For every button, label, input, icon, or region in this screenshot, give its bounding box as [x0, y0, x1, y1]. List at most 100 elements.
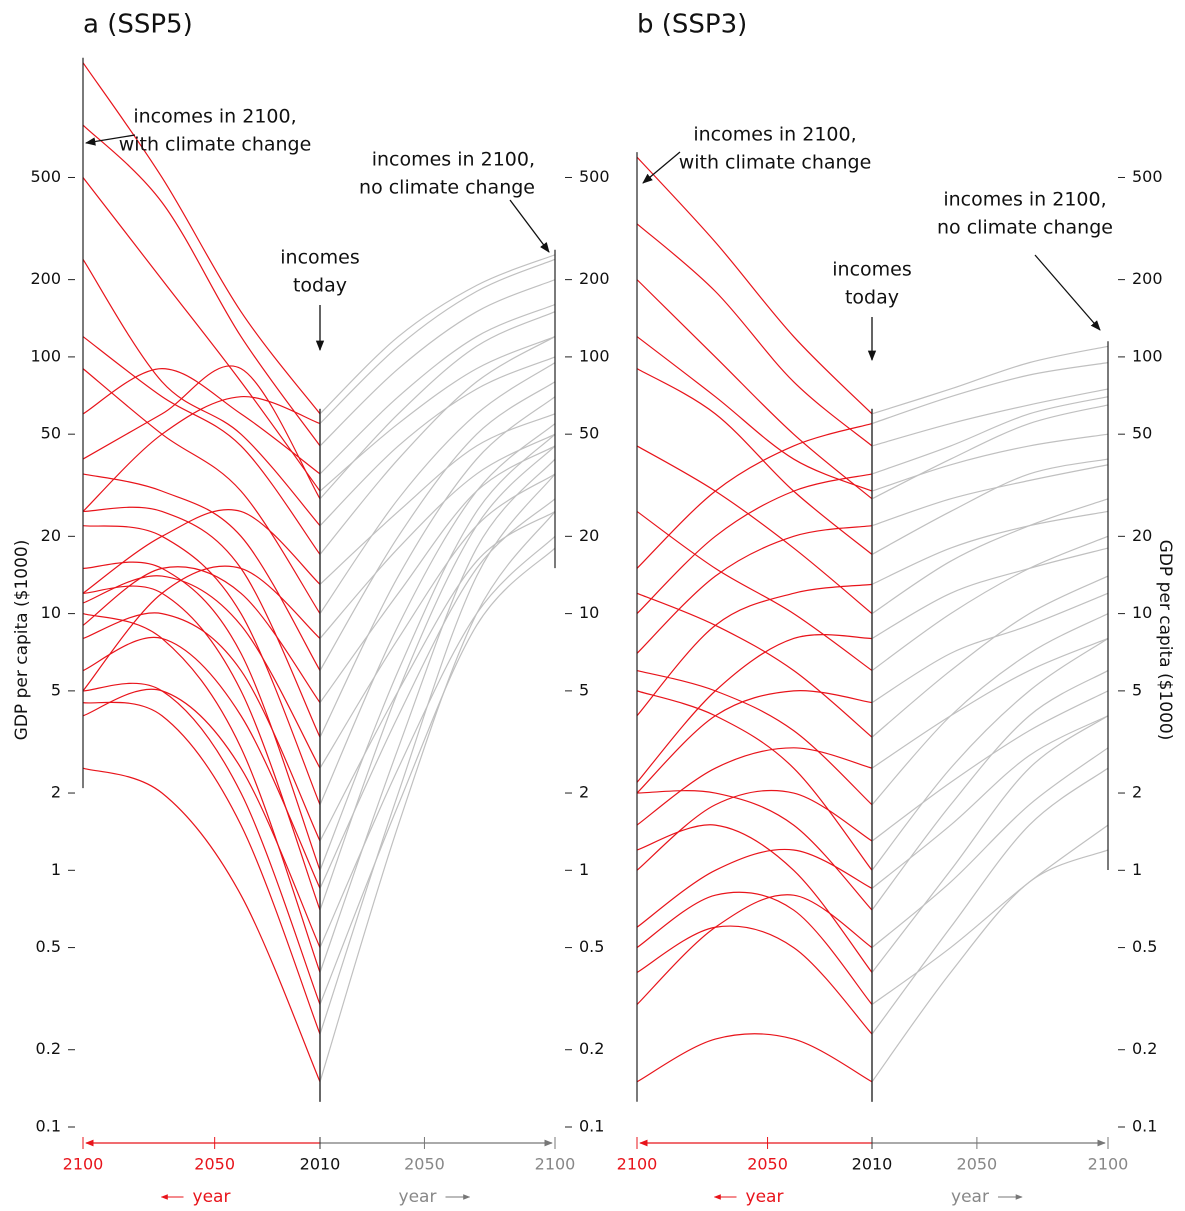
y-tick-label: 0.2 [579, 1039, 604, 1058]
y-tick-label: 500 [579, 167, 610, 186]
y-tick-label: 100 [1132, 346, 1163, 365]
income-curve [82, 62, 321, 415]
income-curve [82, 688, 321, 948]
y-axis-label: GDP per capita ($1000) [1155, 540, 1175, 741]
income-curve [319, 547, 556, 1005]
y-tick-label: 10 [579, 603, 599, 622]
income-curve [636, 790, 873, 911]
y-tick-label: 2 [579, 783, 589, 802]
x-tick-label: 2050 [957, 1155, 998, 1174]
income-curve [871, 362, 1109, 425]
income-curve [871, 613, 1109, 806]
y-tick-label: 500 [30, 167, 61, 186]
income-curve [871, 458, 1109, 555]
income-curve [871, 404, 1109, 500]
income-curve [871, 388, 1109, 447]
income-curve [636, 510, 873, 672]
income-curve [82, 506, 321, 738]
income-curve [636, 824, 873, 973]
panel-title: a (SSP5) [83, 10, 193, 40]
income-curve [82, 701, 321, 1035]
annotation: with climate change [119, 134, 312, 156]
x-axis-label: year [399, 1187, 437, 1207]
income-curve [871, 670, 1109, 911]
income-curve [319, 279, 556, 447]
x-axis-label: year [193, 1187, 231, 1207]
income-curve [636, 592, 873, 738]
income-curve [636, 669, 873, 806]
income-curve [636, 156, 873, 415]
income-curve [319, 535, 556, 948]
income-curve [871, 547, 1109, 639]
y-axis-label: GDP per capita ($1000) [12, 540, 32, 741]
y-tick-label: 20 [579, 526, 599, 545]
income-curve [636, 690, 873, 794]
income-curve [636, 473, 873, 615]
income-curve [82, 566, 321, 703]
annotation: incomes [280, 247, 360, 269]
y-tick-label: 50 [579, 424, 599, 443]
x-tick-label: 2100 [63, 1155, 104, 1174]
annotation: incomes in 2100, [372, 149, 535, 171]
income-curve [82, 124, 321, 447]
y-tick-label: 5 [579, 680, 589, 699]
y-tick-label: 1 [579, 860, 589, 879]
y-tick-label: 2 [51, 783, 61, 802]
annotation: today [293, 275, 347, 297]
income-curve [871, 747, 1109, 949]
income-curve [319, 423, 556, 806]
income-curve [871, 535, 1109, 672]
y-tick-label: 200 [30, 269, 61, 288]
annotation-arrow [1034, 254, 1101, 331]
income-curve [871, 575, 1109, 738]
panel-title: b (SSP3) [637, 10, 747, 40]
income-curve [319, 258, 556, 424]
y-tick-label: 500 [1132, 167, 1163, 186]
income-curve [82, 365, 321, 500]
x-tick-label: 2050 [747, 1155, 788, 1174]
y-tick-label: 100 [30, 346, 61, 365]
income-curve [319, 433, 556, 639]
income-curve [82, 565, 321, 692]
income-curve [82, 636, 321, 889]
x-tick-label: 2050 [194, 1155, 235, 1174]
income-curve [636, 279, 873, 500]
y-tick-label: 100 [579, 346, 610, 365]
x-tick-label: 2050 [404, 1155, 445, 1174]
annotation: today [845, 287, 899, 309]
income-curve [319, 336, 556, 555]
income-curve [871, 637, 1109, 769]
income-curve [82, 682, 321, 1005]
series-group [636, 156, 873, 1083]
income-curve [82, 396, 321, 512]
y-tick-label: 0.5 [36, 937, 61, 956]
income-curve [871, 345, 1109, 415]
y-tick-label: 0.2 [1132, 1039, 1157, 1058]
income-curve [871, 510, 1109, 585]
income-curve [319, 303, 556, 475]
y-tick-label: 0.5 [1132, 937, 1157, 956]
income-curve [871, 715, 1109, 889]
income-curve [319, 511, 556, 1082]
x-tick-label: 2100 [617, 1155, 658, 1174]
y-tick-label: 200 [1132, 269, 1163, 288]
income-curve [82, 368, 321, 475]
y-tick-label: 0.2 [36, 1039, 61, 1058]
annotation: incomes in 2100, [133, 106, 296, 128]
annotation-arrow [642, 151, 681, 184]
y-tick-label: 50 [1132, 424, 1152, 443]
y-tick-label: 20 [41, 526, 61, 545]
x-axis-label: year [746, 1187, 784, 1207]
income-curve [82, 473, 321, 671]
income-curve [82, 177, 321, 492]
income-curve [636, 894, 873, 1005]
income-curve [319, 445, 556, 703]
income-curve [82, 767, 321, 1083]
y-tick-label: 1 [1132, 860, 1142, 879]
income-curve [871, 396, 1109, 475]
income-curve [871, 824, 1109, 1006]
y-tick-label: 0.1 [1132, 1117, 1157, 1136]
income-curve [319, 413, 556, 585]
income-curve [82, 613, 321, 973]
